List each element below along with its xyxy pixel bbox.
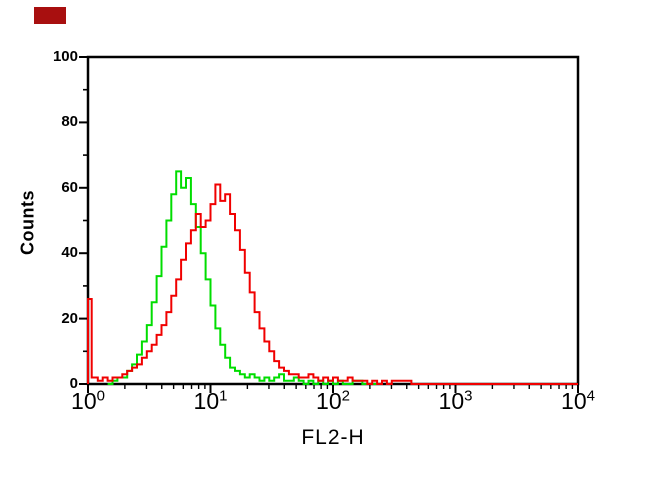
red-sample-histogram xyxy=(87,183,578,385)
corner-marker xyxy=(34,7,66,24)
green-control-histogram xyxy=(107,170,382,385)
